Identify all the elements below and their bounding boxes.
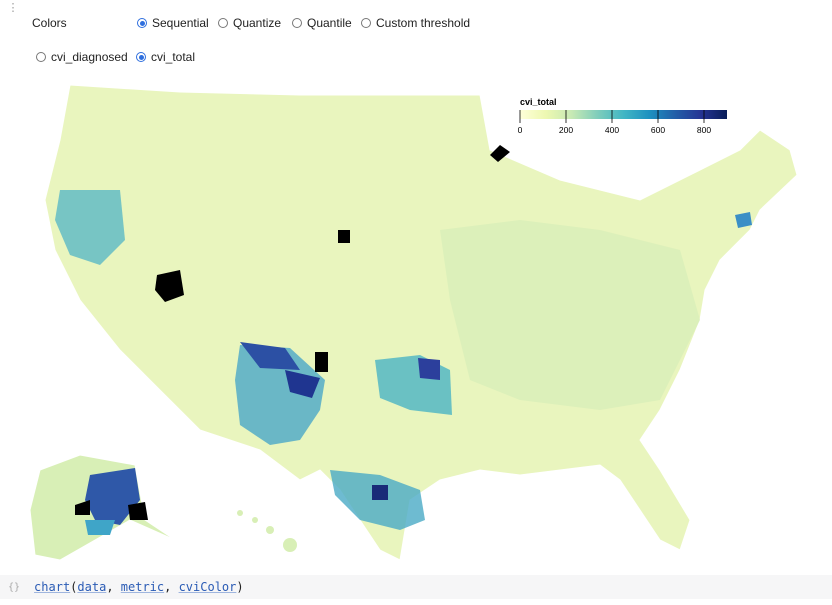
legend-tick-label: 800 — [697, 125, 711, 135]
radio-button[interactable] — [136, 52, 146, 62]
radio-label: cvi_diagnosed — [51, 50, 128, 64]
legend-tick-label: 600 — [651, 125, 665, 135]
legend-tick-label: 400 — [605, 125, 619, 135]
radio-label: Quantile — [307, 16, 352, 30]
legend-tick-label: 200 — [559, 125, 573, 135]
alaska — [29, 454, 191, 561]
radio-button[interactable] — [292, 18, 302, 28]
code-punctuation: , — [164, 580, 179, 594]
code-reference[interactable]: chart — [34, 580, 71, 594]
code-cell[interactable]: {} chart(data, metric, cviColor) — [0, 575, 832, 599]
code-punctuation: , — [106, 580, 121, 594]
radio-label: Custom threshold — [376, 16, 471, 30]
code-punctuation: ) — [236, 580, 244, 594]
cell-handle[interactable]: ⋮ — [7, 2, 19, 14]
colors-label: Colors — [32, 16, 67, 30]
radio-option[interactable]: Quantize — [218, 16, 281, 30]
radio-option[interactable]: Sequential — [137, 16, 209, 30]
radio-label: Quantize — [233, 16, 282, 30]
radio-button[interactable] — [137, 18, 147, 28]
radio-option[interactable]: Quantile — [292, 16, 352, 30]
radio-option[interactable]: cvi_diagnosed — [36, 50, 128, 64]
radio-option[interactable]: Custom threshold — [361, 16, 470, 30]
code-punctuation: ( — [70, 580, 78, 594]
code-reference[interactable]: metric — [120, 580, 165, 594]
choropleth-map: cvi_total 0 200 400 600 800 — [29, 84, 798, 561]
hawaii — [237, 510, 297, 552]
cell-icon: {} — [8, 581, 21, 593]
contiguous-us — [44, 84, 798, 561]
radio-button[interactable] — [218, 18, 228, 28]
code-reference[interactable]: cviColor — [178, 580, 237, 594]
radio-option[interactable]: cvi_total — [136, 50, 195, 64]
legend: cvi_total 0 200 400 600 800 — [518, 97, 727, 135]
legend-ramp — [520, 110, 727, 119]
radio-button[interactable] — [361, 18, 371, 28]
legend-tick-label: 0 — [518, 125, 523, 135]
code-reference[interactable]: data — [77, 580, 107, 594]
radio-label: Sequential — [152, 16, 209, 30]
legend-title: cvi_total — [520, 97, 557, 107]
radio-button[interactable] — [36, 52, 46, 62]
radio-label: cvi_total — [151, 50, 196, 64]
